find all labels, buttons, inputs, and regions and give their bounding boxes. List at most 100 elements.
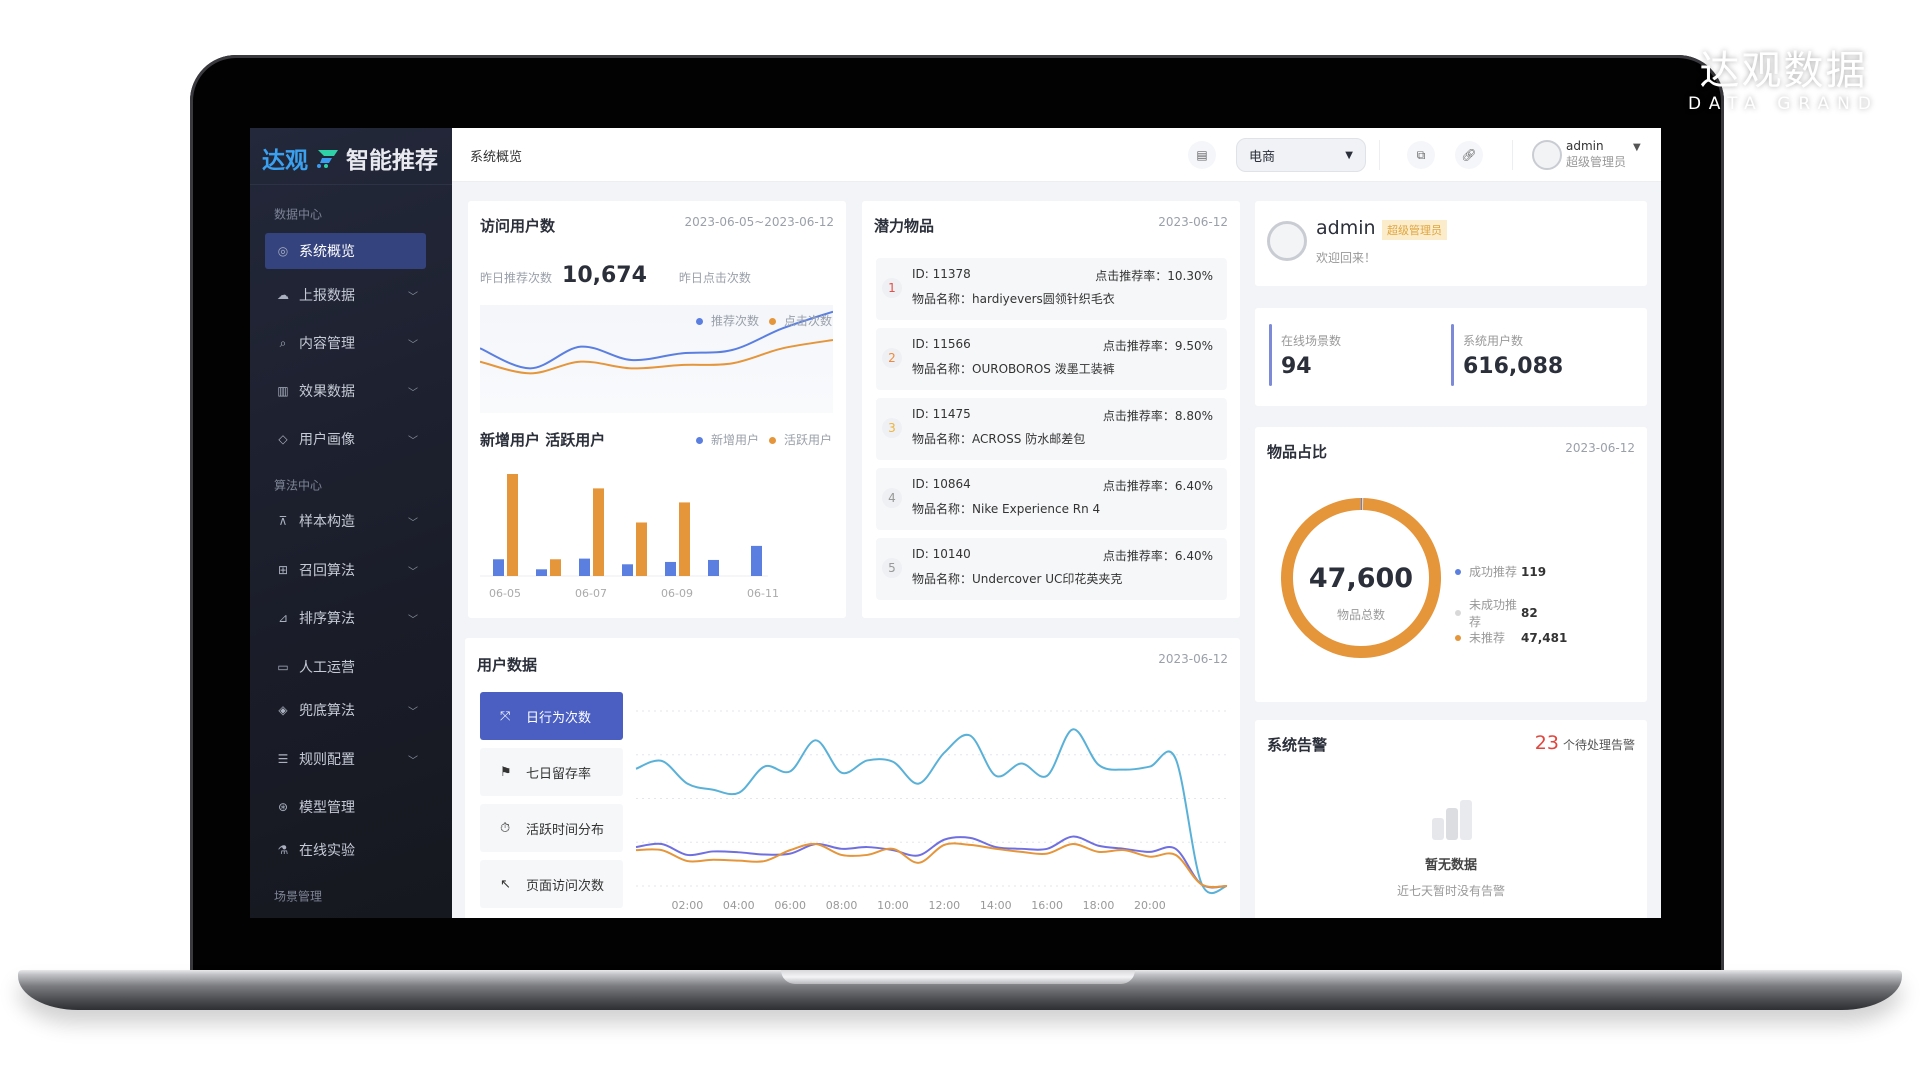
- rate-value: 6.40%: [1174, 479, 1213, 493]
- chevron-down-icon: ﹀: [408, 291, 418, 303]
- card-title: 用户数据: [477, 656, 538, 674]
- card-date: 2023-06-12: [1158, 215, 1228, 229]
- list-item[interactable]: 3 ID: 11475 点击推荐率：8.80% 物品名称：ACROSS 防水邮差…: [876, 398, 1227, 460]
- welcome-name: admin: [1316, 217, 1376, 239]
- tab-button[interactable]: ⏱ 活跃时间分布: [480, 804, 623, 852]
- chevron-down-icon: ﹀: [408, 706, 418, 718]
- sidebar-item[interactable]: ▥ 效果数据 ﹀: [265, 373, 426, 409]
- sidebar-item[interactable]: ◎ 系统概览: [265, 233, 426, 269]
- link-icon: ⊞: [277, 563, 289, 577]
- user-menu[interactable]: admin 超级管理员: [1566, 138, 1626, 170]
- rank-badge: 4: [882, 488, 902, 508]
- bar: [593, 488, 604, 576]
- breadcrumb: 系统概览: [470, 150, 523, 165]
- sliders-icon: ☰: [277, 752, 289, 766]
- sidebar-item-label: 兜底算法: [299, 703, 355, 719]
- stats-row: 昨日推荐次数 10,674 昨日点击次数: [480, 263, 751, 288]
- list-item[interactable]: 1 ID: 11378 点击推荐率：10.30% 物品名称：hardiyever…: [876, 258, 1227, 320]
- card-title: 潜力物品: [874, 217, 935, 235]
- rate-label: 点击推荐率：: [1102, 479, 1175, 493]
- section-label[interactable]: 场景管理: [274, 889, 323, 904]
- visits-card: 访问用户数 2023-06-05~2023-06-12 昨日推荐次数 10,67…: [468, 201, 846, 618]
- bar: [579, 558, 590, 576]
- item-rate: 点击推荐率：6.40%: [1103, 547, 1213, 564]
- sidebar-item[interactable]: ▭ 人工运营: [265, 649, 426, 685]
- sidebar-item[interactable]: ⊞ 召回算法 ﹀: [265, 552, 426, 588]
- stat-accent: [1451, 324, 1454, 386]
- watermark-en: DATA GRAND: [1688, 94, 1879, 114]
- sidebar-item-label: 内容管理: [299, 336, 355, 352]
- alert-count-suffix: 个待处理告警: [1562, 738, 1635, 752]
- sidebar-item[interactable]: ⊛ 模型管理: [265, 789, 426, 825]
- rate-label: 点击推荐率：: [1102, 549, 1175, 563]
- top-header: 系统概览 ▤ 电商 ▼ ⧉ 🔗︎ admin 超级管理员 ▼: [452, 128, 1661, 182]
- donut-legend-item: 成功推荐 119: [1455, 563, 1546, 580]
- rank-badge: 2: [882, 348, 902, 368]
- name-label: 物品名称：: [912, 572, 973, 586]
- scene-select[interactable]: 电商 ▼: [1236, 138, 1366, 172]
- x-tick-label: 08:00: [826, 899, 858, 912]
- tab-button[interactable]: ↖ 页面访问次数: [480, 860, 623, 908]
- legend-item: 新增用户: [695, 431, 759, 448]
- line-legend: 推荐次数 点击次数: [695, 312, 832, 329]
- welcome-card: admin 超级管理员 欢迎回来！: [1255, 201, 1647, 286]
- list-item[interactable]: 5 ID: 10140 点击推荐率：6.40% 物品名称：Undercover …: [876, 538, 1227, 600]
- visits-line-chart: [480, 310, 833, 375]
- name-label: 物品名称：: [912, 432, 973, 446]
- x-tick-label: 18:00: [1083, 899, 1115, 912]
- alerts-card: 系统告警 23 个待处理告警 暂无数据 近七天暂时没有告警: [1255, 720, 1647, 918]
- item-name: 物品名称：OUROBOROS 泼墨工装裤: [912, 360, 1115, 377]
- bar: [751, 545, 762, 576]
- sidebar-item[interactable]: ⚗ 在线实验: [265, 832, 426, 868]
- items-share-card: 物品占比 2023-06-12 47,600 物品总数 成功推荐 119 未成功…: [1255, 427, 1647, 702]
- item-name: 物品名称：Undercover UC印花英夹克: [912, 570, 1122, 587]
- link-icon[interactable]: 🔗︎: [1455, 141, 1483, 169]
- user-name: admin: [1566, 139, 1604, 153]
- chevron-down-icon: ﹀: [408, 517, 418, 529]
- empty-title: 暂无数据: [1424, 858, 1477, 873]
- sidebar-item[interactable]: ◇ 用户画像 ﹀: [265, 421, 426, 457]
- sidebar-item[interactable]: ⌕ 内容管理 ﹀: [265, 325, 426, 361]
- behavior-icon: ⤧: [500, 708, 511, 724]
- alert-count-number: 23: [1534, 732, 1559, 754]
- app-screen: 达观 智能推荐 数据中心 算法中心 场景管理 ◎ 系统概览 ☁ 上报数据 ﹀ ⌕…: [250, 128, 1661, 918]
- sidebar-item-label: 召回算法: [299, 563, 355, 579]
- sidebar-item[interactable]: ☁ 上报数据 ﹀: [265, 277, 426, 313]
- caret-down-icon[interactable]: ▼: [1633, 142, 1641, 153]
- flask-icon: ⚗: [277, 843, 289, 857]
- rate-value: 8.80%: [1174, 409, 1213, 423]
- legend-label: 点击次数: [783, 314, 832, 328]
- tab-button[interactable]: ⤧ 日行为次数: [480, 692, 623, 740]
- document-icon[interactable]: ▤: [1188, 141, 1216, 169]
- name-label: 物品名称：: [912, 362, 973, 376]
- item-name: 物品名称：ACROSS 防水邮差包: [912, 430, 1085, 447]
- sidebar-item-label: 人工运营: [299, 660, 355, 676]
- tab-button[interactable]: ⚑ 七日留存率: [480, 748, 623, 796]
- avatar[interactable]: [1532, 140, 1562, 170]
- bar-legend: 新增用户 活跃用户: [695, 431, 832, 448]
- sidebar-item[interactable]: ⊼ 样本构造 ﹀: [265, 503, 426, 539]
- user-role: 超级管理员: [1566, 155, 1627, 169]
- donut-total: 47,600: [1308, 563, 1414, 594]
- sidebar-item-label: 效果数据: [299, 384, 355, 400]
- bar: [493, 559, 504, 576]
- copy-icon[interactable]: ⧉: [1407, 141, 1435, 169]
- section-label: 算法中心: [274, 478, 323, 493]
- legend-label: 活跃用户: [783, 433, 832, 447]
- sidebar-item[interactable]: ◈ 兜底算法 ﹀: [265, 692, 426, 728]
- item-id: ID: 10864: [912, 477, 971, 491]
- search-icon: ⌕: [279, 335, 287, 350]
- alert-count[interactable]: 23 个待处理告警: [1535, 732, 1635, 754]
- legend-label: 推荐次数: [710, 314, 759, 328]
- bar: [550, 559, 561, 576]
- x-tick-label: 10:00: [877, 899, 909, 912]
- name-value: OUROBOROS 泼墨工装裤: [972, 362, 1115, 376]
- sidebar-item[interactable]: ⊿ 排序算法 ﹀: [265, 600, 426, 636]
- list-item[interactable]: 2 ID: 11566 点击推荐率：9.50% 物品名称：OUROBOROS 泼…: [876, 328, 1227, 390]
- rate-label: 点击推荐率：: [1095, 269, 1168, 283]
- logo: 达观 智能推荐: [262, 138, 438, 178]
- card-date: 2023-06-05~2023-06-12: [684, 215, 834, 229]
- list-item[interactable]: 4 ID: 10864 点击推荐率：6.40% 物品名称：Nike Experi…: [876, 468, 1227, 530]
- sidebar-item[interactable]: ☰ 规则配置 ﹀: [265, 741, 426, 777]
- legend-label: 未成功推荐: [1469, 598, 1518, 629]
